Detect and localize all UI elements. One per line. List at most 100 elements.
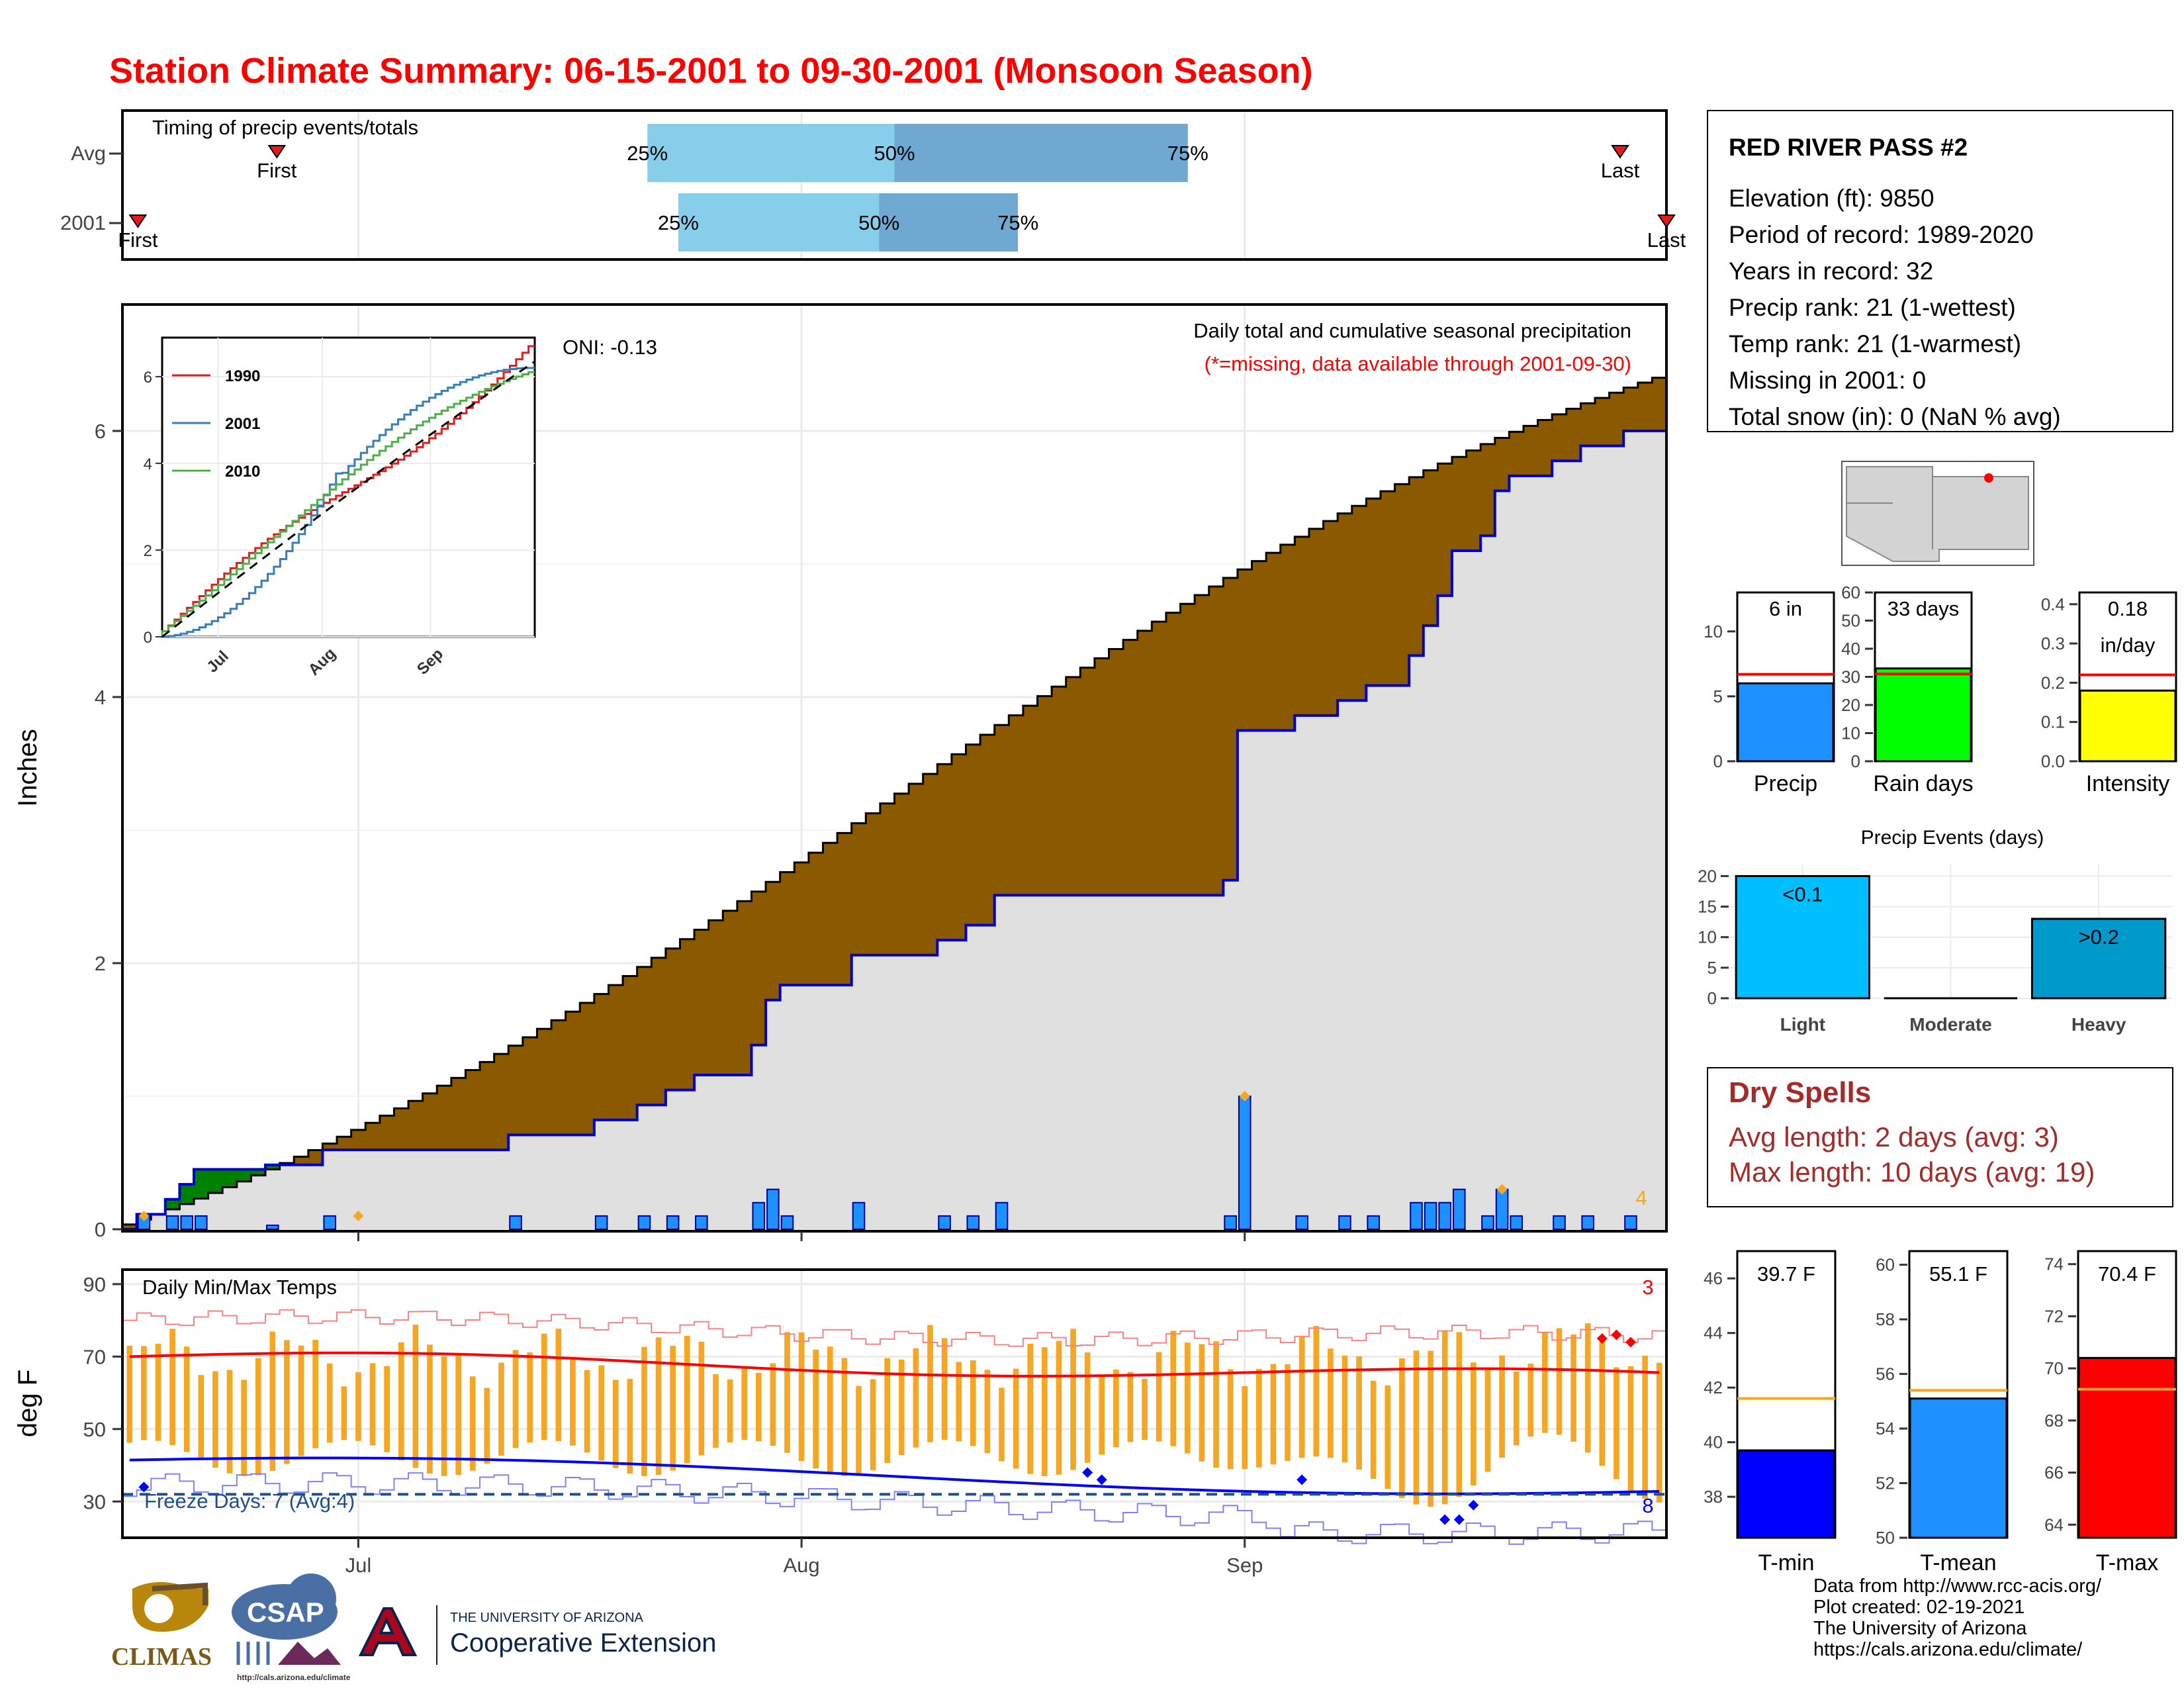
deficit-area bbox=[122, 1224, 138, 1229]
small-bar-tick-label: 60 bbox=[1841, 583, 1860, 602]
daily-temp-bar bbox=[1185, 1342, 1191, 1454]
daily-temp-bar bbox=[1513, 1371, 1520, 1446]
daily-temp-bar bbox=[1584, 1323, 1591, 1453]
daily-precip-bar bbox=[780, 1215, 794, 1231]
cumulative-2001-area bbox=[122, 431, 1666, 1229]
daily-temp-bar bbox=[427, 1344, 433, 1474]
inset-frame bbox=[161, 336, 536, 638]
daily-temp-bar bbox=[956, 1362, 962, 1442]
deficit-area bbox=[1366, 498, 1381, 686]
timing-bar-q1 bbox=[678, 193, 880, 252]
deficit-area bbox=[951, 754, 967, 941]
avg-high-line bbox=[129, 1351, 1660, 1378]
ua-logo-top: THE UNIVERSITY OF ARIZONA bbox=[450, 1611, 644, 1625]
deficit-area bbox=[1552, 414, 1567, 461]
deficit-area bbox=[994, 725, 1009, 896]
first-event-marker bbox=[128, 214, 148, 228]
small-bar-label: Intensity bbox=[2086, 771, 2170, 796]
cold-days-count: 8 bbox=[1642, 1494, 1653, 1517]
daily-temp-bar bbox=[498, 1362, 504, 1456]
temp-small-value bbox=[2077, 1356, 2177, 1539]
daily-temp-bar bbox=[1213, 1341, 1219, 1468]
daily-temp-bar bbox=[913, 1348, 919, 1448]
daily-precip-bar bbox=[766, 1188, 780, 1230]
events-tick-label: 20 bbox=[1698, 866, 1717, 886]
station-info-line: Missing in 2001: 0 bbox=[1729, 367, 1926, 394]
deficit-area bbox=[1137, 630, 1152, 896]
daily-temp-bar bbox=[1013, 1368, 1019, 1469]
deficit-area bbox=[1594, 398, 1610, 446]
deficit-area bbox=[823, 843, 838, 986]
daily-temp-bar bbox=[155, 1343, 161, 1441]
deficit-area bbox=[694, 929, 709, 1075]
deficit-area bbox=[1380, 491, 1396, 686]
small-bar-tick-label: 40 bbox=[1841, 639, 1860, 659]
deficit-area bbox=[1566, 408, 1581, 461]
daily-temp-bar bbox=[527, 1352, 533, 1443]
events-tick-label: 0 bbox=[1707, 988, 1717, 1008]
daily-temp-bar bbox=[398, 1342, 404, 1461]
daily-temp-bar bbox=[755, 1372, 762, 1442]
small-bar-value bbox=[1874, 667, 1972, 763]
deficit-area bbox=[909, 784, 924, 955]
deficit-area bbox=[866, 813, 881, 955]
temp-label: Daily Min/Max Temps bbox=[142, 1276, 337, 1299]
deficit-area bbox=[1295, 536, 1310, 716]
cumulative-2001-line bbox=[122, 430, 1666, 1231]
daily-precip-bar bbox=[1452, 1188, 1466, 1230]
inset-y-tick-label: 6 bbox=[144, 369, 152, 387]
daily-precip-bar bbox=[1338, 1215, 1351, 1231]
month-label: Sep bbox=[1226, 1554, 1263, 1577]
precip-y-tick-label: 6 bbox=[95, 420, 106, 443]
temp-small-tick-label: 50 bbox=[1876, 1528, 1895, 1548]
deficit-area bbox=[980, 734, 995, 925]
daily-precip-bar bbox=[666, 1215, 680, 1231]
daily-temp-bar bbox=[813, 1349, 819, 1469]
events-bar bbox=[1735, 874, 1870, 1000]
deficit-area bbox=[294, 1156, 309, 1165]
timing-p50-label: 50% bbox=[874, 142, 915, 165]
dry-spells-max: Max length: 10 days (avg: 19) bbox=[1729, 1156, 2095, 1188]
daily-temp-bar bbox=[141, 1346, 147, 1440]
temp-y-axis-label: deg F bbox=[13, 1370, 42, 1437]
daily-temp-bar bbox=[570, 1358, 576, 1446]
deficit-area bbox=[1451, 457, 1467, 551]
daily-temp-bar bbox=[713, 1374, 719, 1448]
deficit-area bbox=[1323, 521, 1338, 716]
daily-temp-bar bbox=[870, 1379, 876, 1470]
small-bar-tick-label: 50 bbox=[1841, 611, 1860, 631]
month-label: Jul bbox=[345, 1554, 372, 1577]
daily-temp-bar bbox=[1099, 1376, 1105, 1455]
daily-temp-bar bbox=[312, 1339, 318, 1448]
deficit-area bbox=[337, 1137, 352, 1150]
inset-line-2010 bbox=[161, 371, 535, 637]
daily-temp-bar bbox=[541, 1333, 547, 1440]
daily-temp-bar bbox=[1113, 1369, 1119, 1448]
timing-row-label: Avg bbox=[71, 142, 106, 165]
small-bar-tick-label: 0 bbox=[1851, 751, 1860, 771]
temp-small-tick-label: 64 bbox=[2044, 1515, 2064, 1534]
deficit-area bbox=[422, 1093, 437, 1150]
daily-precip-bar bbox=[752, 1201, 766, 1231]
daily-temp-bar bbox=[1428, 1350, 1433, 1507]
daily-temp-bar bbox=[1127, 1372, 1134, 1442]
daily-temp-bar bbox=[841, 1358, 848, 1476]
daily-temp-bar bbox=[698, 1341, 705, 1456]
daily-precip-bar bbox=[1438, 1201, 1451, 1231]
deficit-area bbox=[1466, 450, 1481, 551]
temp-small-tick-label: 58 bbox=[1876, 1309, 1895, 1329]
deficit-area bbox=[894, 793, 909, 955]
small-bar-tick-label: 0.4 bbox=[2041, 594, 2065, 614]
small-bar-value-label2: in/day bbox=[2101, 633, 2156, 657]
timing-p25-label: 25% bbox=[658, 211, 699, 234]
deficit-area bbox=[379, 1115, 394, 1150]
daily-precip-bar bbox=[637, 1215, 651, 1231]
daily-temp-bar bbox=[1599, 1335, 1606, 1466]
daily-temp-bar bbox=[241, 1380, 247, 1476]
daily-temp-bar bbox=[369, 1363, 376, 1446]
daily-precip-bar bbox=[966, 1215, 980, 1231]
deficit-area bbox=[1195, 595, 1210, 896]
daily-precip-bar bbox=[1581, 1215, 1594, 1231]
daily-temp-bar bbox=[1399, 1358, 1405, 1499]
deficit-area bbox=[451, 1078, 466, 1150]
